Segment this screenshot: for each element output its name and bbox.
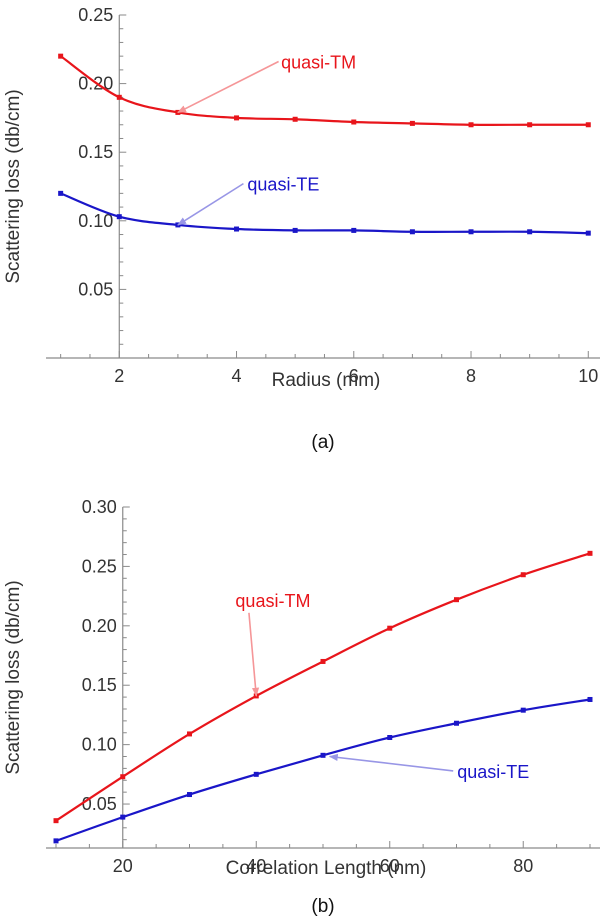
annotation-label: quasi-TE xyxy=(457,762,529,782)
data-point xyxy=(387,625,393,631)
data-point xyxy=(116,94,122,100)
x-tick-label: 4 xyxy=(232,366,242,386)
y-axis-label: Scattering loss (db/cm) xyxy=(3,89,24,283)
data-point xyxy=(320,752,326,758)
data-point xyxy=(234,115,240,121)
x-axis-label: Radius (mm) xyxy=(272,370,381,391)
data-point xyxy=(53,818,59,824)
data-point xyxy=(587,696,593,702)
data-point xyxy=(351,119,357,125)
data-point xyxy=(468,122,474,128)
annotation-label: quasi-TM xyxy=(281,53,356,73)
panel-caption: (b) xyxy=(311,896,334,917)
annotation-arrow xyxy=(177,60,279,114)
data-point xyxy=(116,214,122,220)
data-point xyxy=(58,190,64,196)
data-point xyxy=(292,227,298,233)
x-tick-label: 8 xyxy=(466,366,476,386)
y-axis-label: Scattering loss (db/cm) xyxy=(3,580,24,774)
data-point xyxy=(187,731,193,737)
annotation-label: quasi-TE xyxy=(247,175,319,195)
y-tick-label: 0.15 xyxy=(82,675,117,695)
data-point xyxy=(253,771,259,777)
data-point xyxy=(387,735,393,741)
data-point xyxy=(320,658,326,664)
data-point xyxy=(292,116,298,122)
x-tick-label: 20 xyxy=(113,856,133,876)
data-point xyxy=(585,122,591,128)
series-line xyxy=(60,55,589,126)
data-point xyxy=(468,229,474,235)
x-tick-label: 80 xyxy=(513,856,533,876)
data-point xyxy=(351,227,357,233)
y-tick-label: 0.10 xyxy=(78,211,113,231)
data-point xyxy=(58,53,64,59)
data-point xyxy=(409,229,415,235)
y-tick-label: 0.30 xyxy=(82,497,117,517)
x-tick-label: 10 xyxy=(578,366,598,386)
data-point xyxy=(120,814,126,820)
data-point xyxy=(453,720,459,726)
annotation-arrow xyxy=(328,753,454,772)
annotation-arrow xyxy=(177,182,244,226)
annotation-label: quasi-TM xyxy=(235,591,310,611)
data-point xyxy=(120,774,126,780)
data-point xyxy=(53,838,59,844)
y-tick-label: 0.25 xyxy=(82,556,117,576)
data-point xyxy=(520,707,526,713)
x-tick-label: 2 xyxy=(114,366,124,386)
data-point xyxy=(587,550,593,556)
data-point xyxy=(453,597,459,603)
y-tick-label: 0.05 xyxy=(82,794,117,814)
data-point xyxy=(585,230,591,236)
x-tick-label: 40 xyxy=(246,856,266,876)
data-point xyxy=(520,572,526,578)
x-tick-label: 60 xyxy=(380,856,400,876)
y-tick-label: 0.25 xyxy=(78,5,113,25)
y-tick-label: 0.20 xyxy=(82,616,117,636)
y-tick-label: 0.05 xyxy=(78,279,113,299)
panel-b: 20 40 60 80 0.05 0.10 0.15 0.20 0.25 0.30 Correlat… xyxy=(3,497,600,917)
x-axis-label: Correlation Length (nm) xyxy=(226,858,427,879)
annotation-arrow xyxy=(248,612,260,697)
data-point xyxy=(527,229,533,235)
panel-caption: (a) xyxy=(311,432,334,453)
x-tick-label: 6 xyxy=(349,366,359,386)
data-point xyxy=(409,120,415,126)
data-point xyxy=(527,122,533,128)
data-point xyxy=(187,792,193,798)
y-tick-label: 0.15 xyxy=(78,142,113,162)
y-tick-label: 0.10 xyxy=(82,735,117,755)
data-point xyxy=(234,226,240,232)
series-line xyxy=(60,192,589,235)
